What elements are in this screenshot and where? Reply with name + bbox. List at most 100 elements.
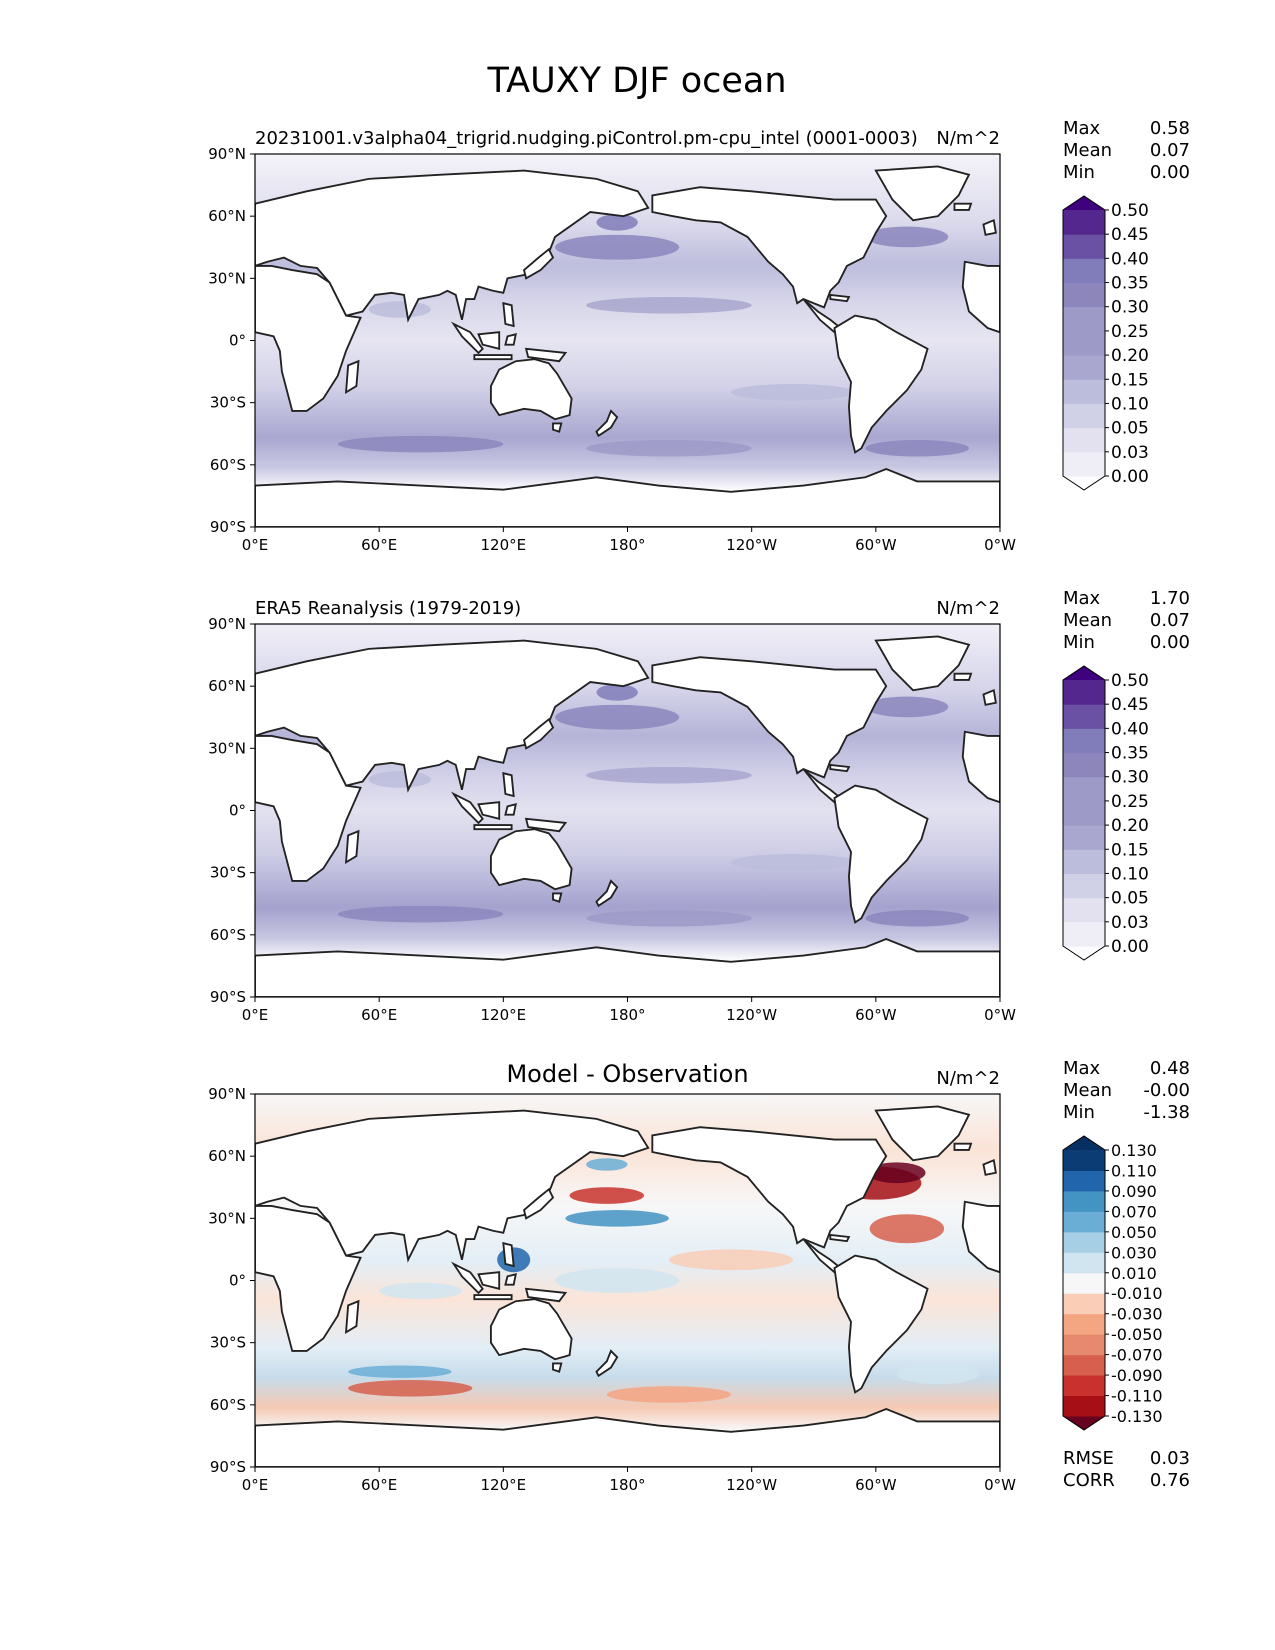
field-contour-patch: [865, 439, 969, 457]
stat-label: Mean: [1063, 140, 1112, 161]
lat-tick-label: 60°N: [208, 207, 246, 225]
field-contour-patch: [337, 435, 504, 453]
lon-tick-label: 120°W: [726, 1476, 777, 1494]
stat-label: Mean: [1063, 610, 1112, 631]
field-contour-patch: [865, 226, 949, 248]
field-contour-patch: [596, 214, 638, 231]
colorbar-tick-label: 0.30: [1111, 768, 1149, 788]
colorbar-tick-label: 0.10: [1111, 394, 1149, 414]
colorbar-bin: [1063, 1334, 1105, 1356]
panel-left-title: ERA5 Reanalysis (1979-2019): [255, 598, 521, 619]
colorbar-bin: [1063, 897, 1105, 923]
lon-tick-label: 180°: [609, 1476, 645, 1494]
field-contour-patch: [865, 909, 969, 927]
lon-tick-label: 120°E: [481, 536, 527, 554]
lon-tick-label: 60°E: [361, 536, 397, 554]
field-contour-patch: [555, 234, 680, 260]
field-contour-patch: [586, 439, 752, 457]
lon-tick-label: 180°: [609, 536, 645, 554]
colorbar-bin: [1063, 921, 1105, 947]
lon-tick-label: 120°E: [481, 1476, 527, 1494]
colorbar-tick-label: 0.03: [1111, 443, 1149, 463]
metric-value: 0.76: [1150, 1470, 1190, 1491]
stat-value: 1.70: [1150, 588, 1190, 609]
figure-title: TAUXY DJF ocean: [486, 61, 786, 101]
lat-tick-label: 60°N: [208, 1147, 246, 1165]
colorbar-bin: [1063, 680, 1105, 705]
colorbar-tick-label: 0.50: [1111, 671, 1149, 691]
lat-tick-label: 90°N: [208, 145, 246, 163]
field-contour-patch: [586, 1158, 628, 1171]
lat-tick-label: 30°N: [208, 269, 246, 287]
lat-tick-label: 90°S: [210, 1458, 246, 1476]
colorbar-tick-label: 0.090: [1111, 1182, 1157, 1201]
colorbar-tick-label: 0.10: [1111, 864, 1149, 884]
colorbar-tick-label: -0.070: [1111, 1346, 1163, 1365]
colorbar-extend-max: [1063, 196, 1105, 210]
colorbar-tick-label: 0.010: [1111, 1264, 1157, 1283]
colorbar-bin: [1063, 330, 1105, 356]
colorbar-bin: [1063, 776, 1105, 802]
field-contour-patch: [586, 909, 752, 927]
colorbar-bin: [1063, 1313, 1105, 1335]
colorbar-bin: [1063, 234, 1105, 259]
lat-tick-label: 30°N: [208, 1209, 246, 1227]
colorbar-tick-label: -0.130: [1111, 1407, 1163, 1426]
colorbar-tick-label: 0.25: [1111, 792, 1149, 812]
stat-label: Max: [1063, 118, 1101, 139]
stat-value: 0.07: [1150, 610, 1190, 631]
stat-value: -0.00: [1143, 1080, 1190, 1101]
field-contour-patch: [337, 905, 504, 923]
colorbar-bin: [1063, 1190, 1105, 1212]
lon-tick-label: 0°E: [242, 536, 269, 554]
colorbar-tick-label: -0.090: [1111, 1366, 1163, 1385]
colorbar-bin: [1063, 728, 1105, 754]
stat-value: 0.00: [1150, 632, 1190, 653]
field-contour-patch: [668, 1249, 794, 1271]
colorbar-tick-label: 0.05: [1111, 419, 1149, 439]
colorbar-tick-label: 0.03: [1111, 913, 1149, 933]
colorbar-bin: [1063, 1211, 1105, 1233]
stat-value: 0.48: [1150, 1058, 1190, 1079]
lon-tick-label: 60°W: [855, 1006, 897, 1024]
field-contour-patch: [896, 1363, 980, 1385]
colorbar-tick-label: -0.010: [1111, 1284, 1163, 1303]
stat-label: Max: [1063, 1058, 1101, 1079]
colorbar-extend-max: [1063, 1136, 1105, 1150]
lon-tick-label: 60°E: [361, 1476, 397, 1494]
panel-center-title: Model - Observation: [506, 1060, 748, 1088]
colorbar-bin: [1063, 752, 1105, 778]
colorbar-tick-label: 0.45: [1111, 225, 1149, 245]
colorbar-bin: [1063, 451, 1105, 477]
colorbar-tick-label: 0.25: [1111, 322, 1149, 342]
colorbar-bin: [1063, 1150, 1105, 1171]
colorbar-tick-label: 0.40: [1111, 719, 1149, 739]
map-panel-2: ERA5 Reanalysis (1979-2019) N/m^2 90°N 60°N…: [208, 588, 1190, 1024]
field-contour-patch: [569, 1187, 645, 1204]
lat-tick-label: 90°S: [210, 988, 246, 1006]
colorbar-bin: [1063, 1170, 1105, 1192]
field-contour-patch: [730, 854, 856, 871]
colorbar-bin: [1063, 825, 1105, 850]
colorbar-bin: [1063, 427, 1105, 453]
colorbar-bin: [1063, 873, 1105, 899]
lat-tick-label: 60°S: [210, 926, 246, 944]
lat-tick-label: 90°N: [208, 1085, 246, 1103]
colorbar-tick-label: 0.050: [1111, 1223, 1157, 1242]
lon-tick-label: 120°W: [726, 1006, 777, 1024]
colorbar-tick-label: 0.45: [1111, 695, 1149, 715]
colorbar-tick-label: 0.00: [1111, 937, 1149, 957]
colorbar-bin: [1063, 282, 1105, 308]
lon-tick-label: 60°W: [855, 536, 897, 554]
stat-value: 0.58: [1150, 118, 1190, 139]
lon-tick-label: 120°E: [481, 1006, 527, 1024]
colorbar-tick-label: 0.20: [1111, 346, 1149, 366]
metric-value: 0.03: [1150, 1448, 1190, 1469]
panel-left-title: 20231001.v3alpha04_trigrid.nudging.piCon…: [255, 128, 918, 149]
map-panel-3: Model - Observation N/m^2 90°N 60°N 30°N 0° 30…: [208, 1058, 1190, 1494]
panel-units: N/m^2: [936, 598, 1000, 619]
colorbar-bin: [1063, 1252, 1105, 1274]
map-panel-1: 20231001.v3alpha04_trigrid.nudging.piCon…: [208, 118, 1190, 554]
field-contour-patch: [368, 301, 431, 318]
colorbar: 0.00 0.03 0.05 0.10 0.15 0.20 0.25 0.30 0.35 0.40…: [1062, 195, 1149, 491]
